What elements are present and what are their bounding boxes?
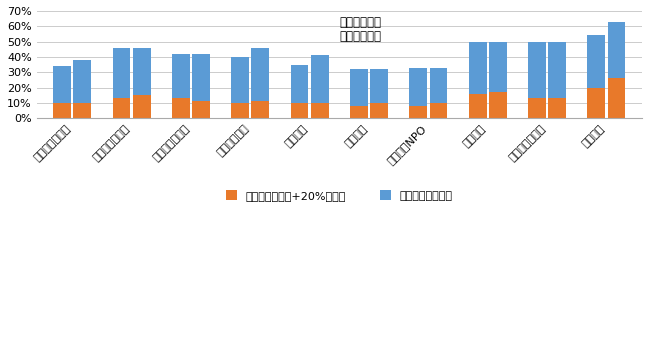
Bar (587, 35, 606, 88)
Bar (350, 106, 368, 118)
Bar (112, 48, 130, 98)
Bar (53, 66, 71, 103)
Bar (192, 54, 210, 101)
Bar (587, 88, 606, 118)
Bar (430, 103, 447, 118)
Bar (172, 54, 190, 98)
Text: 左側：事務系: 左側：事務系 (339, 16, 382, 29)
Bar (73, 60, 91, 103)
Bar (370, 103, 388, 118)
Bar (607, 22, 626, 78)
Bar (53, 103, 71, 118)
Bar (469, 94, 487, 118)
Bar (133, 95, 151, 118)
Bar (410, 67, 427, 106)
Bar (291, 103, 308, 118)
Legend: 増加している（+20%以上）, やや増加している: 増加している（+20%以上）, やや増加している (221, 186, 457, 205)
Bar (489, 42, 507, 92)
Bar (350, 69, 368, 106)
Bar (430, 67, 447, 103)
Bar (489, 92, 507, 118)
Text: 右側：技術系: 右側：技術系 (339, 30, 382, 43)
Bar (112, 98, 130, 118)
Bar (548, 98, 566, 118)
Bar (370, 69, 388, 103)
Bar (172, 98, 190, 118)
Bar (469, 42, 487, 94)
Bar (133, 48, 151, 95)
Bar (73, 103, 91, 118)
Bar (251, 101, 269, 118)
Bar (528, 42, 546, 98)
Bar (311, 103, 328, 118)
Bar (528, 98, 546, 118)
Bar (607, 78, 626, 118)
Bar (231, 103, 249, 118)
Bar (231, 57, 249, 103)
Bar (410, 106, 427, 118)
Bar (251, 48, 269, 101)
Bar (548, 42, 566, 98)
Bar (291, 65, 308, 103)
Bar (192, 101, 210, 118)
Bar (311, 55, 328, 103)
